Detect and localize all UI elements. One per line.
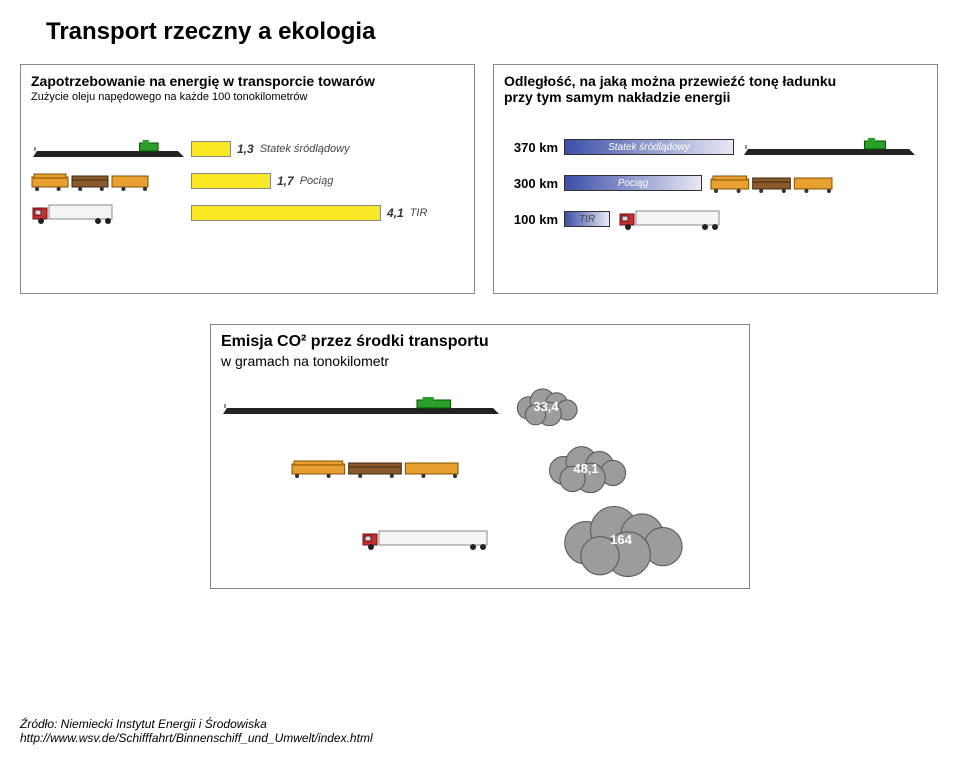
panel-co2: Emisja CO² przez środki transportu w gra… (210, 324, 750, 589)
train-icon (710, 173, 835, 193)
panel-energy-subtitle: Zużycie oleju napędowego na każde 100 to… (21, 89, 474, 109)
energy-bar-truck (191, 205, 381, 221)
co2-row-train: 48,1 (221, 437, 749, 499)
energy-bar-ship (191, 141, 231, 157)
co2-cloud-truck: 164 (551, 501, 691, 577)
panel-co2-title-l2: w gramach na tonokilometr (211, 351, 749, 375)
panel-energy: Zapotrzebowanie na energię w transporcie… (20, 64, 475, 294)
top-panels: Zapotrzebowanie na energię w transporcie… (20, 64, 940, 294)
energy-bar-train (191, 173, 271, 189)
train-icon (31, 171, 191, 191)
distance-value-train: 300 km (500, 176, 564, 191)
train-icon (291, 458, 541, 478)
distance-label-ship: Statek śródlądowy (608, 142, 690, 153)
truck-icon (618, 208, 723, 230)
ship-icon (221, 396, 511, 416)
ship-icon (31, 139, 191, 159)
energy-row-train: 1,7 Pociąg (31, 165, 474, 197)
panel-co2-title-l1: Emisja CO² przez środki transportu (211, 325, 749, 351)
energy-value-ship: 1,3 (237, 142, 254, 156)
co2-value-truck: 164 (610, 532, 632, 547)
distance-label-truck: TIR (579, 214, 595, 225)
energy-value-truck: 4,1 (387, 206, 404, 220)
energy-label-ship: Statek śródlądowy (260, 143, 350, 155)
co2-row-ship: 33,4 (221, 375, 749, 437)
co2-cloud-train: 48,1 (541, 443, 631, 493)
distance-bar-ship: Statek śródlądowy (564, 139, 734, 155)
panel-distance-title-l2: przy tym samym nakładzie energii (494, 89, 937, 105)
distance-row-train: 300 km Pociąg (500, 165, 937, 201)
co2-value-ship: 33,4 (533, 399, 558, 414)
distance-label-train: Pociąg (618, 178, 649, 189)
page-title: Transport rzeczny a ekologia (46, 18, 940, 46)
source-text: Źródło: Niemiecki Instytut Energii i Śro… (20, 717, 373, 731)
energy-value-train: 1,7 (277, 174, 294, 188)
panel-distance: Odległość, na jaką można przewieźć tonę … (493, 64, 938, 294)
panel-energy-title: Zapotrzebowanie na energię w transporcie… (21, 65, 474, 89)
truck-icon (31, 202, 191, 224)
energy-row-ship: 1,3 Statek śródlądowy (31, 133, 474, 165)
energy-row-truck: 4,1 TIR (31, 197, 474, 229)
energy-label-train: Pociąg (300, 175, 334, 187)
distance-bar-truck: TIR (564, 211, 610, 227)
energy-label-truck: TIR (410, 207, 428, 219)
co2-value-train: 48,1 (573, 461, 598, 476)
source-footer: Źródło: Niemiecki Instytut Energii i Śro… (20, 717, 373, 745)
distance-row-truck: 100 km TIR (500, 201, 937, 237)
panel-distance-title-l1: Odległość, na jaką można przewieźć tonę … (494, 65, 937, 89)
distance-row-ship: 370 km Statek śródlądowy (500, 129, 937, 165)
distance-value-ship: 370 km (500, 140, 564, 155)
source-url: http://www.wsv.de/Schifffahrt/Binnenschi… (20, 731, 373, 745)
truck-icon (361, 528, 551, 550)
co2-row-truck: 164 (221, 499, 749, 579)
distance-value-truck: 100 km (500, 212, 564, 227)
co2-cloud-ship: 33,4 (511, 386, 581, 426)
ship-icon (742, 137, 917, 157)
distance-bar-train: Pociąg (564, 175, 702, 191)
